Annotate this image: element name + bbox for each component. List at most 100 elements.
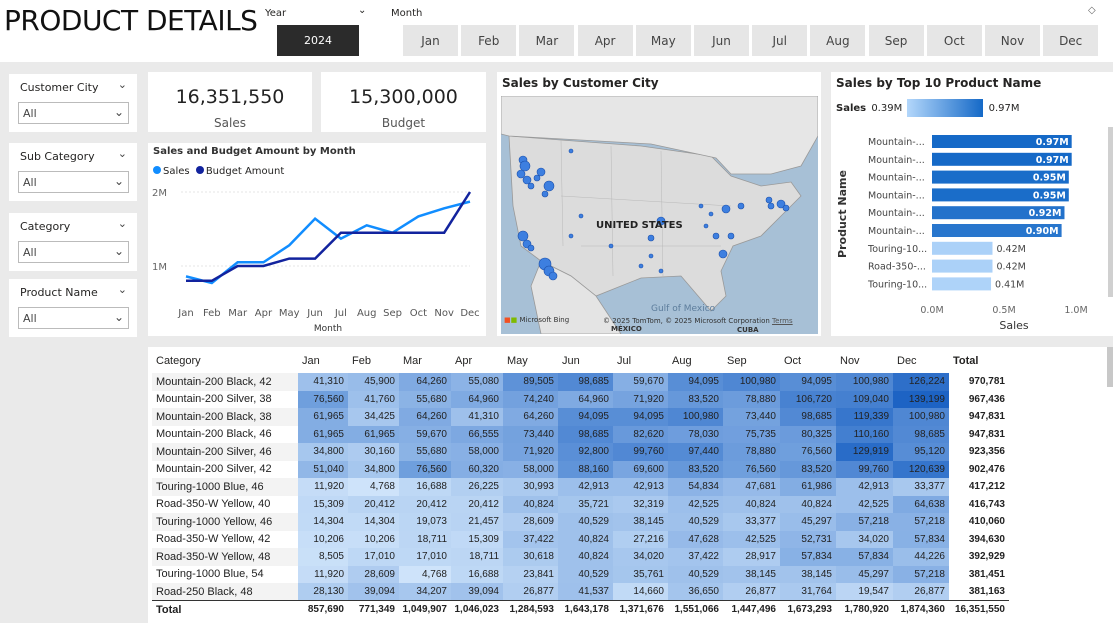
table-row[interactable]: Mountain-200 Black, 42 41,310 45,900 64,260… bbox=[152, 373, 1009, 391]
bar bbox=[932, 135, 1072, 148]
chevron-down-icon[interactable]: ⌄ bbox=[358, 5, 367, 16]
table-row[interactable]: Road-350-W Yellow, 40 15,309 20,412 20,412 2… bbox=[152, 495, 1009, 513]
city-bubble[interactable] bbox=[727, 232, 735, 240]
slicer-dropdown[interactable]: All ⌄ bbox=[18, 307, 129, 329]
city-bubble[interactable] bbox=[527, 182, 535, 190]
table-row[interactable]: Mountain-200 Black, 38 61,965 34,425 64,260… bbox=[152, 408, 1009, 426]
month-button-nov[interactable]: Nov bbox=[985, 25, 1040, 56]
chevron-down-icon[interactable]: ⌄ bbox=[117, 147, 127, 160]
table-cell: 37,422 bbox=[503, 530, 558, 548]
city-bubble[interactable] bbox=[712, 232, 720, 240]
line-chart-plot[interactable]: 2M 1M Jan Feb Mar Apr May Jun Jul Aug Sep Oct Nov Dec… bbox=[148, 143, 486, 336]
table-cell: 30,618 bbox=[503, 548, 558, 566]
month-button-may[interactable]: May bbox=[635, 25, 691, 56]
column-header[interactable]: Jun bbox=[562, 355, 580, 367]
month-button-oct[interactable]: Oct bbox=[926, 25, 982, 56]
legend-dot-icon bbox=[195, 166, 204, 174]
city-bubble[interactable] bbox=[698, 203, 704, 209]
year-button-2024[interactable]: 2024 bbox=[277, 25, 359, 56]
table-row[interactable]: Mountain-200 Silver, 46 34,800 30,160 55,68… bbox=[152, 443, 1009, 461]
city-bubble[interactable] bbox=[548, 271, 558, 281]
city-bubble[interactable] bbox=[608, 243, 614, 249]
column-header[interactable]: Total bbox=[953, 355, 979, 367]
map-terms-link[interactable]: Terms bbox=[772, 317, 793, 325]
table-scrollbar[interactable] bbox=[1107, 347, 1113, 387]
month-button-feb[interactable]: Feb bbox=[461, 25, 517, 56]
city-bubble[interactable] bbox=[718, 249, 728, 259]
table-cell: 30,993 bbox=[503, 478, 558, 496]
column-header[interactable]: Feb bbox=[352, 355, 371, 367]
column-header[interactable]: Category bbox=[156, 355, 201, 367]
column-header[interactable]: Jul bbox=[617, 355, 632, 367]
city-bubble[interactable] bbox=[638, 263, 644, 269]
total-cell: 1,780,920 bbox=[836, 600, 893, 618]
table-cell: 33,377 bbox=[893, 478, 949, 496]
city-bubble[interactable] bbox=[703, 223, 709, 229]
table-cell: 30,160 bbox=[348, 443, 399, 461]
city-bubble[interactable] bbox=[578, 213, 584, 219]
city-bubble[interactable] bbox=[568, 233, 574, 239]
month-button-jun[interactable]: Jun bbox=[694, 25, 749, 56]
column-header[interactable]: Apr bbox=[455, 355, 473, 367]
month-button-apr[interactable]: Apr bbox=[577, 25, 633, 56]
month-button-aug[interactable]: Aug bbox=[810, 25, 866, 56]
slicer-dropdown[interactable]: All ⌄ bbox=[18, 102, 129, 124]
city-bubble[interactable] bbox=[658, 268, 664, 274]
column-header[interactable]: Oct bbox=[784, 355, 802, 367]
column-header[interactable]: Mar bbox=[403, 355, 422, 367]
table-row[interactable]: Road-350-W Yellow, 48 8,505 17,010 17,010 18… bbox=[152, 548, 1009, 566]
chevron-down-icon[interactable]: ⌄ bbox=[117, 78, 127, 91]
table-row[interactable]: Road-350-W Yellow, 42 10,206 10,206 18,711 1… bbox=[152, 530, 1009, 548]
month-button-jul[interactable]: Jul bbox=[752, 25, 808, 56]
column-header[interactable]: Jan bbox=[302, 355, 320, 367]
city-bubble[interactable] bbox=[708, 211, 714, 217]
city-bubble[interactable] bbox=[527, 244, 535, 252]
city-bubble[interactable] bbox=[522, 175, 532, 185]
bar-chart-plot[interactable]: Mountain-... 0.97M Mountain-... 0.97M Mounta… bbox=[831, 72, 1113, 336]
table-row[interactable]: Touring-1000 Blue, 54 11,920 28,609 4,768 16… bbox=[152, 565, 1009, 583]
table-total-row: Total 857,690 771,349 1,049,907 1,046,023 1,2… bbox=[152, 600, 1009, 618]
table-cell: 100,980 bbox=[893, 408, 949, 426]
city-bubble[interactable] bbox=[721, 204, 731, 214]
city-bubble[interactable] bbox=[516, 169, 526, 179]
column-header[interactable]: Dec bbox=[897, 355, 917, 367]
month-button-mar[interactable]: Mar bbox=[519, 25, 575, 56]
table-cell: 66,555 bbox=[451, 425, 503, 443]
city-bubble[interactable] bbox=[541, 190, 549, 198]
chevron-down-icon[interactable]: ⌄ bbox=[117, 283, 127, 296]
city-bubble[interactable] bbox=[533, 174, 541, 182]
column-header[interactable]: Nov bbox=[840, 355, 860, 367]
city-bubble[interactable] bbox=[767, 202, 775, 210]
city-bubble[interactable] bbox=[647, 234, 655, 242]
chevron-down-icon[interactable]: ⌄ bbox=[117, 217, 127, 230]
bar-scrollbar[interactable] bbox=[1108, 127, 1113, 297]
city-bubble[interactable] bbox=[536, 167, 546, 177]
city-bubble[interactable] bbox=[568, 148, 574, 154]
city-bubble[interactable] bbox=[782, 204, 790, 212]
column-header[interactable]: May bbox=[507, 355, 528, 367]
column-header[interactable]: Sep bbox=[727, 355, 747, 367]
month-button-sep[interactable]: Sep bbox=[868, 25, 924, 56]
city-bubble[interactable] bbox=[765, 196, 773, 204]
table-row[interactable]: Road-250 Black, 48 28,130 39,094 34,207 39,0… bbox=[152, 583, 1009, 601]
table-row[interactable]: Touring-1000 Blue, 46 11,920 4,768 16,688 26… bbox=[152, 478, 1009, 496]
map-canvas[interactable]: UNITED STATES Gulf of Mexico MÉXICO CUBA… bbox=[501, 96, 818, 334]
city-bubble[interactable] bbox=[776, 199, 786, 209]
slicer-dropdown[interactable]: All ⌄ bbox=[18, 241, 129, 263]
clear-selection-icon[interactable]: ◇ bbox=[1088, 5, 1096, 16]
table-row[interactable]: Touring-1000 Yellow, 46 14,304 14,304 19,07… bbox=[152, 513, 1009, 531]
table-row[interactable]: Mountain-200 Silver, 42 51,040 34,800 76,56… bbox=[152, 460, 1009, 478]
city-bubble[interactable] bbox=[656, 216, 666, 226]
column-header[interactable]: Aug bbox=[672, 355, 692, 367]
city-bubble[interactable] bbox=[737, 202, 745, 210]
month-button-dec[interactable]: Dec bbox=[1043, 25, 1099, 56]
city-bubble[interactable] bbox=[519, 160, 531, 172]
city-bubble[interactable] bbox=[517, 230, 529, 242]
table-row[interactable]: Mountain-200 Silver, 38 76,560 41,760 55,68… bbox=[152, 390, 1009, 408]
city-bubble[interactable] bbox=[543, 180, 555, 192]
slicer-dropdown[interactable]: All ⌄ bbox=[18, 171, 129, 193]
city-bubble[interactable] bbox=[648, 253, 654, 259]
table-row[interactable]: Mountain-200 Black, 46 61,965 61,965 59,670… bbox=[152, 425, 1009, 443]
table-cell: 32,319 bbox=[613, 495, 668, 513]
month-button-jan[interactable]: Jan bbox=[403, 25, 458, 56]
